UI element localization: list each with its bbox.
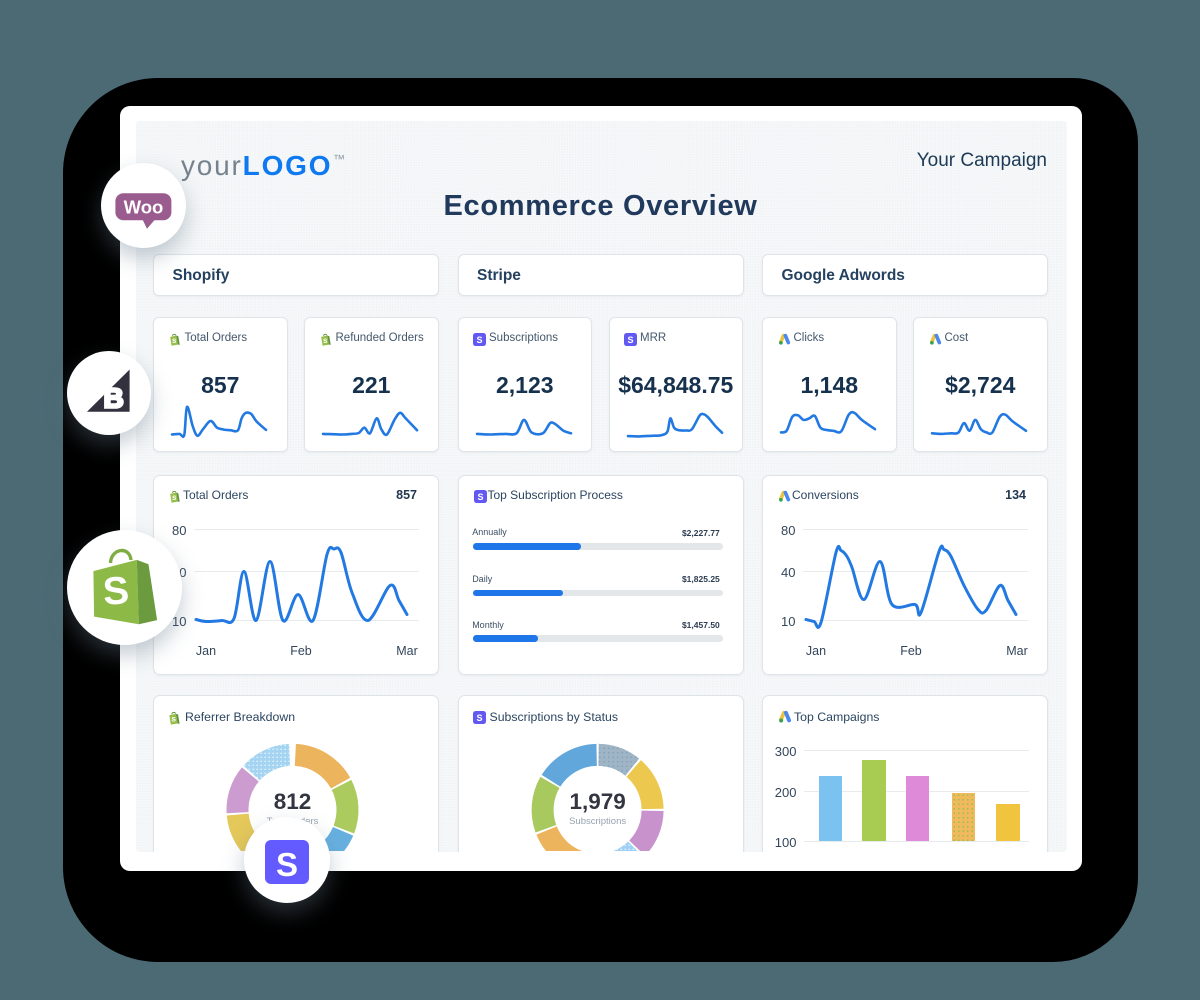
svg-text:B: B <box>104 382 124 413</box>
svg-text:s: s <box>171 335 176 344</box>
svg-text:S: S <box>476 713 482 723</box>
svg-text:B: B <box>104 382 124 413</box>
svg-text:s: s <box>172 493 177 502</box>
svg-text:s: s <box>322 335 327 344</box>
svg-text:S: S <box>101 569 130 614</box>
svg-text:s: s <box>171 713 176 723</box>
svg-text:S: S <box>476 335 482 345</box>
svg-text:Woo: Woo <box>123 196 163 217</box>
svg-text:S: S <box>627 335 633 345</box>
svg-text:S: S <box>477 492 483 502</box>
